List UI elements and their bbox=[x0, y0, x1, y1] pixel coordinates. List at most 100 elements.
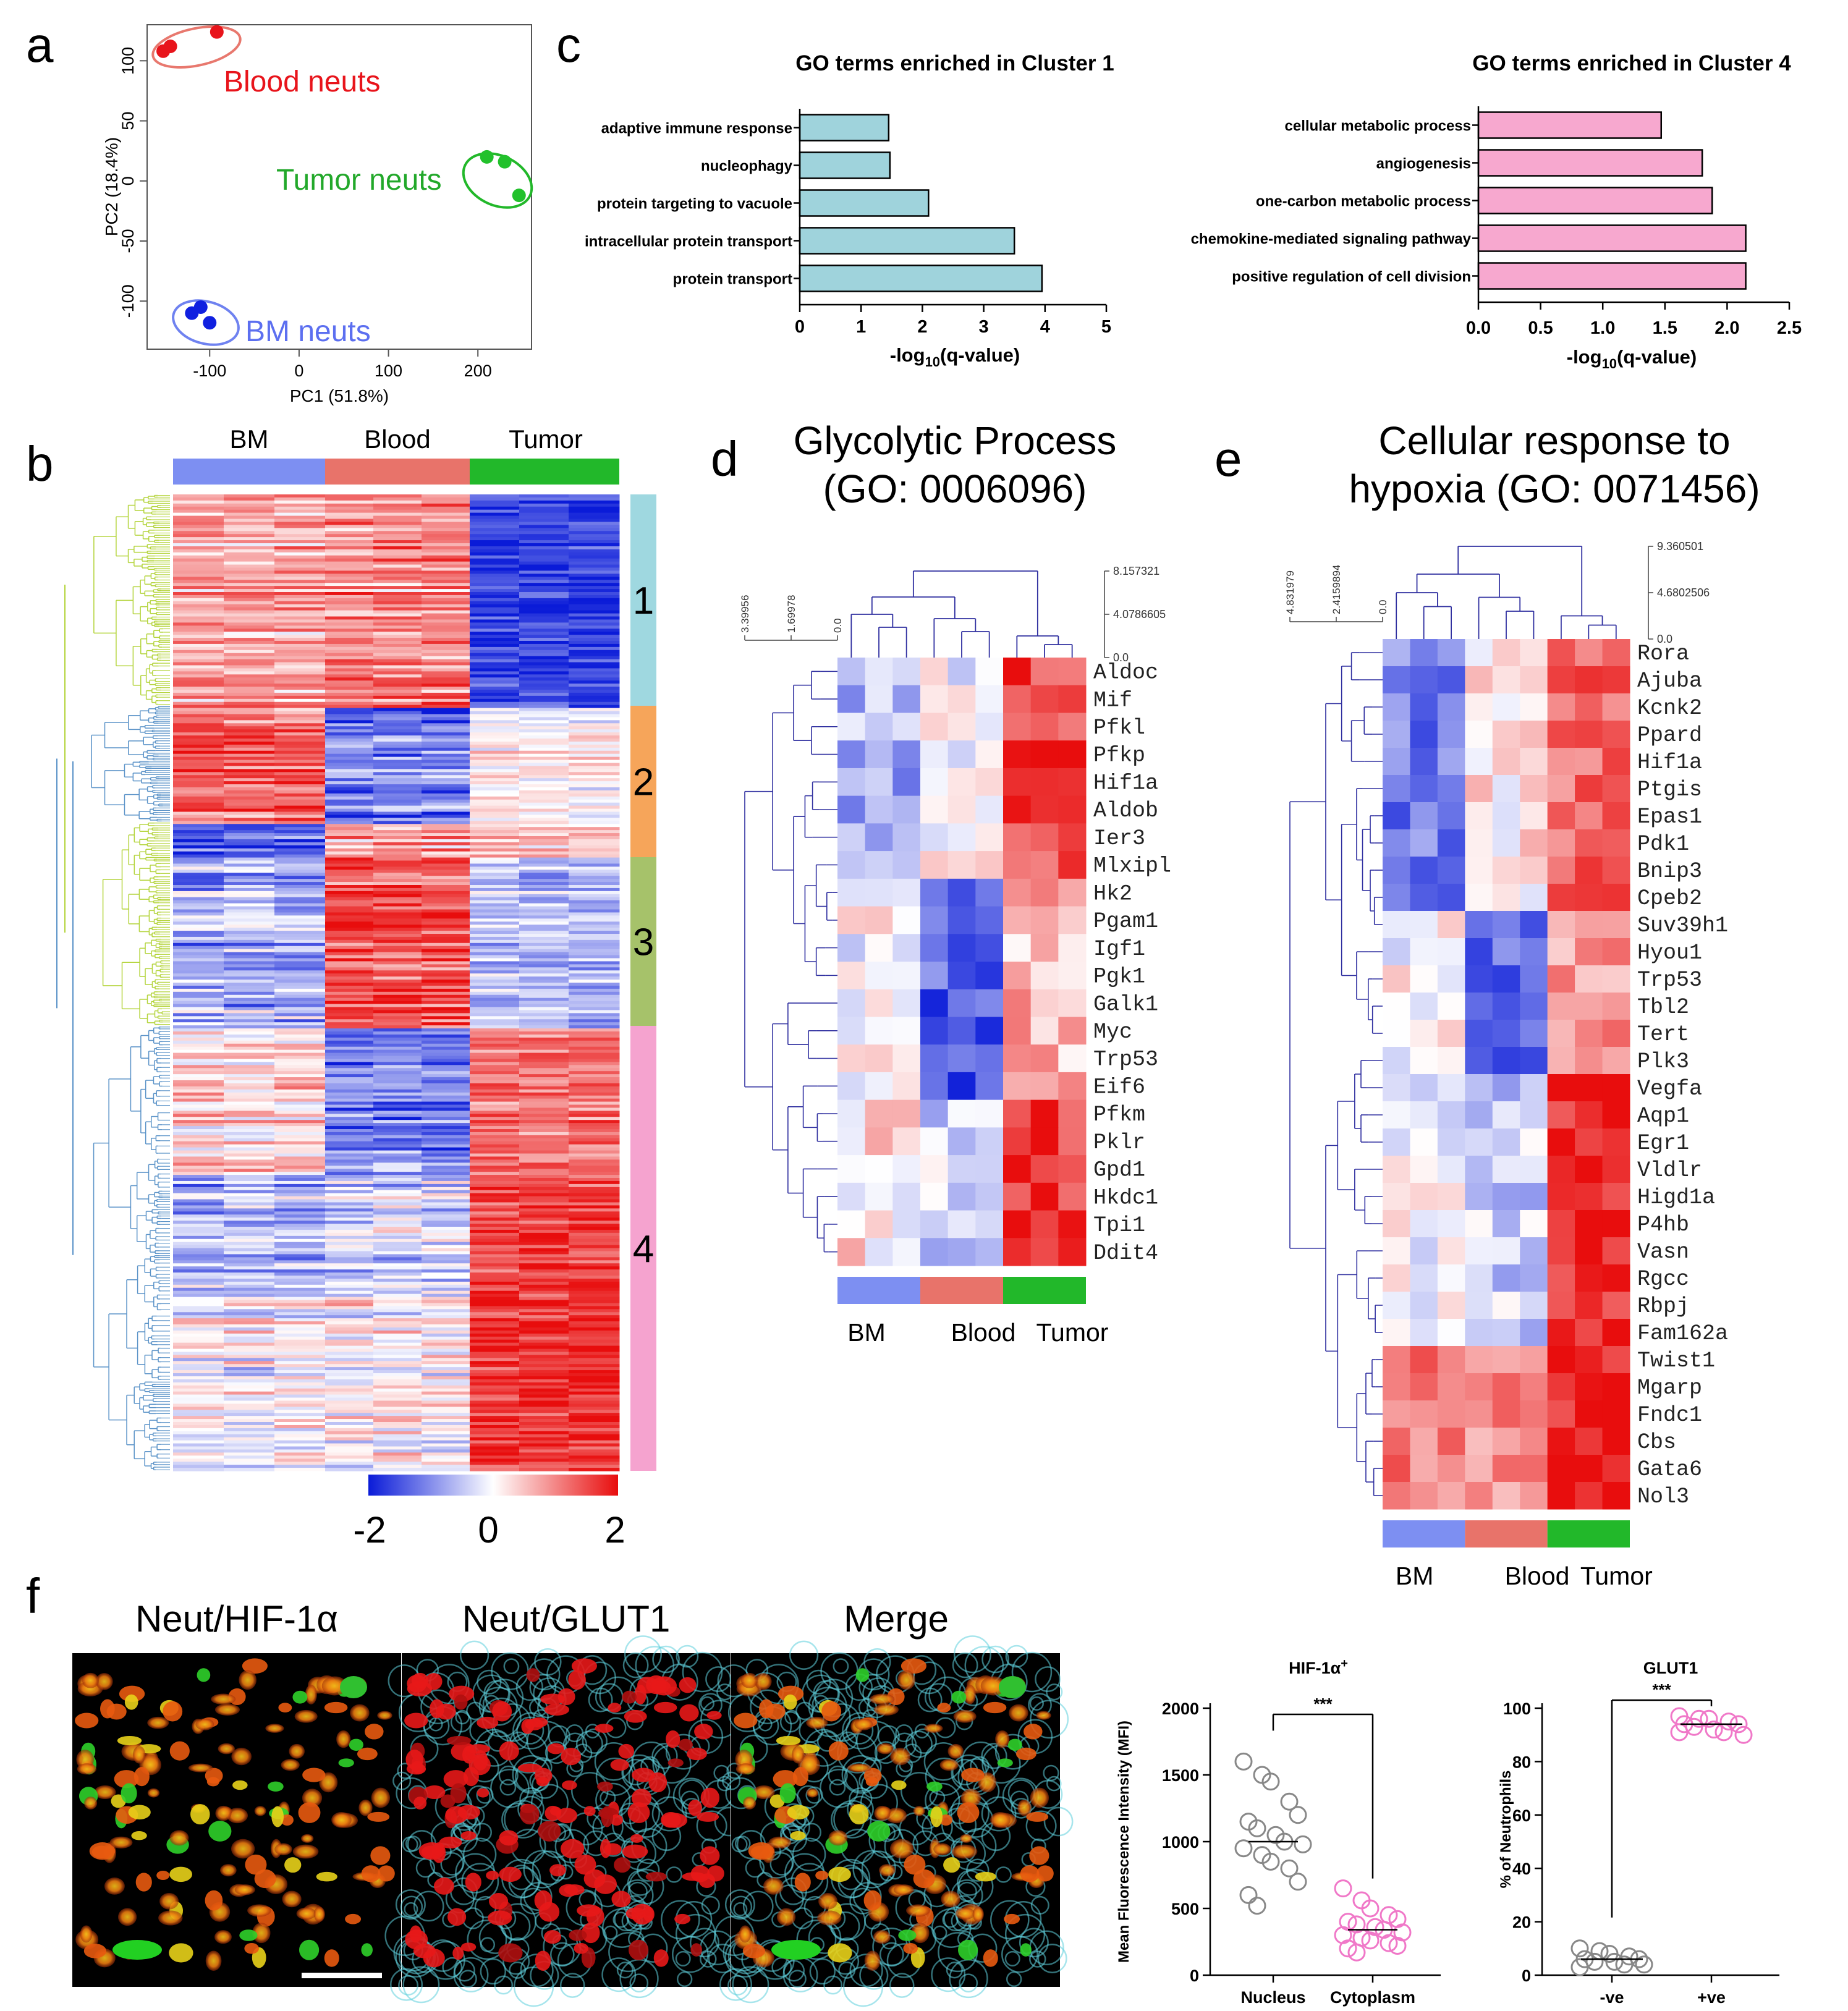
heatmap-cell bbox=[173, 1141, 224, 1145]
heatmap-cell bbox=[519, 1205, 569, 1209]
heatmap-cell bbox=[470, 1199, 520, 1203]
heatmap-cell bbox=[422, 1101, 470, 1106]
heatmap-cell bbox=[325, 1180, 374, 1185]
heatmap-cell bbox=[569, 1422, 620, 1426]
heatmap-cell bbox=[865, 768, 893, 797]
heatmap-cell bbox=[569, 873, 620, 876]
heatmap-cell bbox=[325, 1407, 374, 1410]
heatmap-cell bbox=[274, 1010, 326, 1014]
heatmap-cell bbox=[422, 1251, 470, 1255]
heatmap-cell bbox=[519, 790, 569, 794]
heatmap-cell bbox=[325, 955, 374, 959]
heatmap-cell bbox=[470, 589, 520, 593]
heatmap-cell bbox=[519, 1342, 569, 1347]
heatmap-cell bbox=[325, 564, 374, 569]
heatmap-cell bbox=[325, 1242, 374, 1246]
heatmap-cell bbox=[224, 1254, 275, 1258]
heatmap-cell bbox=[422, 1465, 470, 1468]
heatmap-cell bbox=[373, 616, 422, 620]
heatmap-cell bbox=[325, 983, 374, 986]
heatmap-cell bbox=[373, 656, 422, 660]
heatmap-cell bbox=[325, 1376, 374, 1380]
heatmap-cell bbox=[470, 1187, 520, 1191]
heatmap-cell bbox=[173, 766, 224, 769]
heatmap-cell bbox=[1602, 693, 1630, 721]
heatmap-cell bbox=[274, 1114, 326, 1117]
heatmap-cell bbox=[325, 756, 374, 761]
heatmap-cell bbox=[519, 601, 569, 605]
heatmap-cell bbox=[470, 564, 520, 569]
heatmap-cell bbox=[422, 1235, 470, 1240]
heatmap-cell bbox=[173, 1391, 224, 1395]
heatmap-cell bbox=[519, 830, 569, 834]
heatmap-cell bbox=[274, 698, 326, 703]
heatmap-cell bbox=[837, 989, 866, 1017]
heatmap-cell bbox=[1383, 965, 1410, 993]
heatmap-cell bbox=[519, 1178, 569, 1182]
heatmap-cell bbox=[519, 726, 569, 730]
heatmap-cell bbox=[373, 918, 422, 922]
heatmap-cell bbox=[569, 799, 620, 803]
heatmap-cell bbox=[373, 1068, 422, 1072]
heatmap-cell bbox=[569, 931, 620, 934]
heatmap-cell bbox=[173, 1120, 224, 1124]
heatmap-cell bbox=[470, 1333, 520, 1337]
heatmap-cell bbox=[1030, 1044, 1059, 1073]
heatmap-cell bbox=[519, 714, 569, 718]
heatmap-cell bbox=[325, 1074, 374, 1078]
heatmap-cell bbox=[325, 1232, 374, 1237]
heatmap-cell bbox=[224, 1001, 275, 1005]
heatmap-cell bbox=[325, 1062, 374, 1065]
heatmap-cell bbox=[224, 1193, 275, 1197]
heatmap-cell bbox=[325, 1052, 374, 1057]
pca-xtick-label: -100 bbox=[193, 362, 226, 380]
heatmap-cell bbox=[173, 1187, 224, 1191]
go-category-label: chemokine-mediated signaling pathway bbox=[1191, 231, 1472, 248]
heatmap-cell bbox=[325, 781, 374, 785]
go-bar bbox=[799, 151, 891, 179]
heatmap-cell bbox=[325, 1083, 374, 1087]
heatmap-cell bbox=[569, 1376, 620, 1380]
heatmap-cell bbox=[1492, 802, 1520, 830]
heatmap-cell bbox=[224, 991, 275, 996]
heatmap-cell bbox=[569, 1425, 620, 1429]
heatmap-cell bbox=[470, 1257, 520, 1261]
heatmap-cell bbox=[470, 1342, 520, 1347]
heatmap-cell bbox=[1058, 1182, 1087, 1211]
heatmap-cell bbox=[173, 552, 224, 556]
heatmap-cell bbox=[422, 763, 470, 767]
heatmap-cell bbox=[422, 879, 470, 883]
heatmap-cell bbox=[1058, 768, 1087, 797]
heatmap-cell bbox=[224, 863, 275, 867]
go-xtick-label: 0.5 bbox=[1528, 318, 1553, 338]
heatmap-cell bbox=[422, 1126, 470, 1130]
heatmap-cell bbox=[422, 1217, 470, 1221]
heatmap-cell bbox=[373, 1407, 422, 1410]
heatmap-cell bbox=[422, 818, 470, 821]
heatmap-cell bbox=[519, 1037, 569, 1041]
heatmap-cell bbox=[274, 1397, 326, 1402]
color-scale-mid: 0 bbox=[478, 1509, 498, 1551]
heatmap-cell bbox=[325, 952, 374, 956]
heatmap-cell bbox=[173, 1293, 224, 1298]
heatmap-cell bbox=[569, 1235, 620, 1240]
heatmap-cell bbox=[569, 1040, 620, 1044]
heatmap-cell bbox=[325, 1394, 374, 1399]
heatmap-cell bbox=[470, 1043, 520, 1048]
heatmap-cell bbox=[470, 1132, 520, 1136]
heatmap-cell bbox=[173, 671, 224, 675]
heatmap-cell bbox=[470, 903, 520, 907]
heatmap-cell bbox=[519, 1071, 569, 1075]
heatmap-group-label-tumor: Tumor bbox=[509, 425, 583, 454]
heatmap-cell bbox=[569, 677, 620, 681]
heatmap-cell bbox=[892, 768, 921, 797]
heatmap-cell bbox=[274, 1068, 326, 1072]
heatmap-cell bbox=[422, 1276, 470, 1279]
heatmap-cell bbox=[569, 607, 620, 611]
heatmap-cell bbox=[173, 665, 224, 669]
heatmap-cell bbox=[422, 1358, 470, 1361]
heatmap-cell bbox=[569, 949, 620, 953]
heatmap-cell bbox=[224, 952, 275, 956]
heatmap-cell bbox=[470, 540, 520, 544]
heatmap-cell bbox=[224, 1040, 275, 1044]
